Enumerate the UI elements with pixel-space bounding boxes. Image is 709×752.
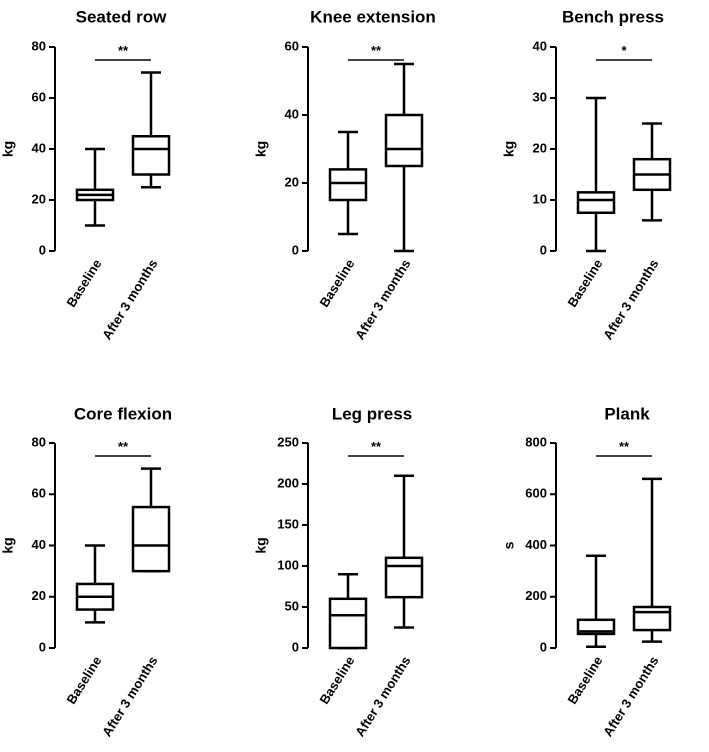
significance-label: ** xyxy=(118,439,129,454)
y-tick-label: 400 xyxy=(525,537,547,552)
significance-label: * xyxy=(621,43,627,58)
y-tick-label: 150 xyxy=(277,516,299,531)
y-tick-label: 40 xyxy=(533,38,547,53)
chart-title: Core flexion xyxy=(74,404,172,423)
significance-label: ** xyxy=(371,43,382,58)
box-baseline xyxy=(576,96,616,253)
box-iqr xyxy=(632,605,672,632)
box-iqr xyxy=(328,168,368,202)
y-tick-label: 100 xyxy=(277,557,299,572)
y-tick-label: 10 xyxy=(533,191,547,206)
y-tick-label: 0 xyxy=(540,639,547,654)
category-label: Baseline xyxy=(564,653,605,706)
chart-title: Plank xyxy=(604,404,650,423)
category-label: Baseline xyxy=(564,256,605,309)
y-axis-label: kg xyxy=(501,141,517,157)
category-label: After 3 months xyxy=(352,256,413,342)
y-tick-label: 40 xyxy=(32,537,46,552)
box-baseline xyxy=(576,554,616,648)
box-after-3-months xyxy=(384,62,424,253)
category-label: After 3 months xyxy=(600,653,661,739)
y-tick-label: 20 xyxy=(32,588,46,603)
y-tick-label: 50 xyxy=(285,598,299,613)
y-axis-label: s xyxy=(501,541,517,549)
box-iqr xyxy=(384,556,424,599)
chart-title: Knee extension xyxy=(310,7,436,26)
y-tick-label: 20 xyxy=(533,140,547,155)
y-tick-label: 600 xyxy=(525,486,547,501)
box-iqr xyxy=(576,191,616,215)
y-axis-label: kg xyxy=(253,537,269,553)
y-axis-label: kg xyxy=(0,537,16,553)
category-label: After 3 months xyxy=(99,256,160,342)
chart-panel: Leg press 0 50 100 150 200 250 kg BaselineAfter … xyxy=(253,404,424,739)
category-label: Baseline xyxy=(63,256,104,309)
y-tick-label: 40 xyxy=(32,140,46,155)
y-tick-label: 0 xyxy=(292,242,299,257)
y-tick-label: 0 xyxy=(292,639,299,654)
y-axis-label: kg xyxy=(253,141,269,157)
y-tick-label: 80 xyxy=(32,38,46,53)
chart-title: Seated row xyxy=(76,7,167,26)
y-tick-label: 200 xyxy=(277,475,299,490)
box-baseline xyxy=(328,130,368,236)
box-baseline xyxy=(75,147,115,227)
significance-label: ** xyxy=(619,439,630,454)
y-tick-label: 60 xyxy=(32,89,46,104)
category-label: After 3 months xyxy=(600,256,661,342)
y-tick-label: 200 xyxy=(525,588,547,603)
y-tick-label: 250 xyxy=(277,434,299,449)
box-after-3-months xyxy=(131,467,171,573)
category-label: Baseline xyxy=(316,653,357,706)
y-tick-label: 20 xyxy=(285,174,299,189)
box-baseline xyxy=(75,544,115,624)
y-tick-label: 60 xyxy=(32,486,46,501)
y-axis-label: kg xyxy=(0,141,16,157)
y-tick-label: 20 xyxy=(32,191,46,206)
y-tick-label: 40 xyxy=(285,106,299,121)
category-label: After 3 months xyxy=(99,653,160,739)
box-baseline xyxy=(328,572,368,650)
significance-label: ** xyxy=(371,439,382,454)
category-label: Baseline xyxy=(63,653,104,706)
box-after-3-months xyxy=(632,477,672,643)
category-label: Baseline xyxy=(316,256,357,309)
chart-title: Bench press xyxy=(562,7,664,26)
box-after-3-months xyxy=(384,474,424,629)
box-after-3-months xyxy=(131,71,171,189)
box-iqr xyxy=(131,135,171,176)
y-tick-label: 0 xyxy=(39,639,46,654)
box-iqr xyxy=(131,505,171,573)
y-tick-label: 0 xyxy=(39,242,46,257)
box-after-3-months xyxy=(632,122,672,222)
significance-label: ** xyxy=(118,43,129,58)
y-tick-label: 60 xyxy=(285,38,299,53)
box-iqr xyxy=(328,597,368,650)
y-tick-label: 30 xyxy=(533,89,547,104)
y-tick-label: 800 xyxy=(525,434,547,449)
box-iqr xyxy=(384,113,424,168)
category-label: After 3 months xyxy=(352,653,413,739)
chart-title: Leg press xyxy=(332,404,412,423)
y-tick-label: 80 xyxy=(32,434,46,449)
y-tick-label: 0 xyxy=(540,242,547,257)
